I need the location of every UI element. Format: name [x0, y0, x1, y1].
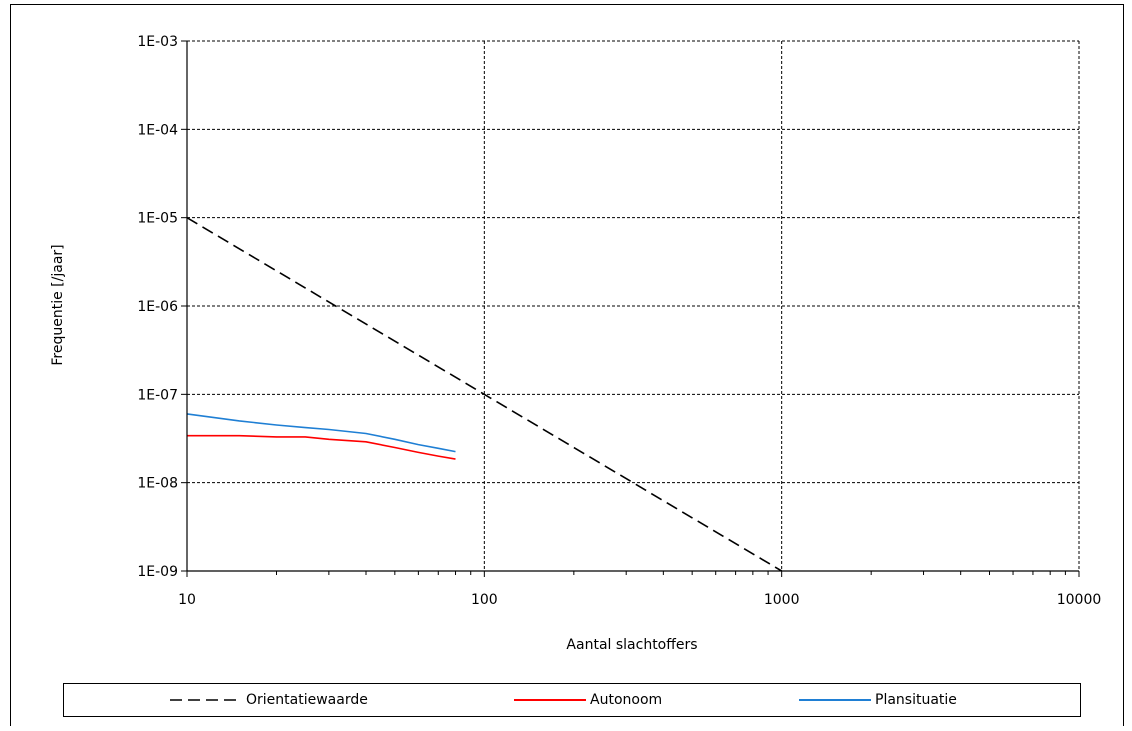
chart-frame — [10, 4, 1124, 726]
y-tick-label: 1E-08 — [137, 476, 178, 492]
legend-label-plansituatie: Plansituatie — [875, 692, 957, 708]
x-tick-label: 1000 — [764, 592, 800, 608]
y-tick-label: 1E-09 — [137, 564, 178, 580]
y-tick-label: 1E-05 — [137, 211, 178, 227]
y-tick-label: 1E-04 — [137, 122, 178, 138]
y-tick-label: 1E-06 — [137, 299, 178, 315]
axes — [181, 40, 1080, 577]
series-line-orientatiewaarde — [186, 217, 783, 572]
grid-lines — [187, 40, 1080, 571]
x-tick-label: 100 — [471, 592, 498, 608]
legend-item-orientatiewaarde: Orientatiewaarde — [170, 684, 368, 716]
legend-item-autonoom: Autonoom — [514, 684, 662, 716]
legend-swatch-autonoom — [514, 699, 586, 701]
legend-label-autonoom: Autonoom — [590, 692, 663, 708]
series-line-plansituatie — [186, 413, 456, 453]
x-axis-label: Aantal slachtoffers — [566, 637, 697, 653]
legend-label-orientatiewaarde: Orientatiewaarde — [246, 692, 368, 708]
y-tick-label: 1E-07 — [137, 387, 178, 403]
minor-ticks — [276, 571, 1066, 575]
series-lines — [186, 217, 783, 572]
tick-labels: 1E-09 1E-08 1E-07 1E-06 1E-05 1E-04 1E-03 10 100… — [137, 34, 1101, 608]
legend-swatch-plansituatie — [799, 699, 871, 701]
legend: Orientatiewaarde Autonoom Plansituatie — [63, 683, 1081, 717]
x-tick-label: 10000 — [1057, 592, 1102, 608]
x-tick-label: 10 — [178, 592, 196, 608]
legend-swatch-orientatiewaarde — [170, 699, 242, 701]
y-axis-label: Frequentie [/jaar] — [50, 244, 66, 365]
legend-item-plansituatie: Plansituatie — [799, 684, 957, 716]
series-line-autonoom — [187, 434, 456, 460]
y-tick-label: 1E-03 — [137, 34, 178, 50]
